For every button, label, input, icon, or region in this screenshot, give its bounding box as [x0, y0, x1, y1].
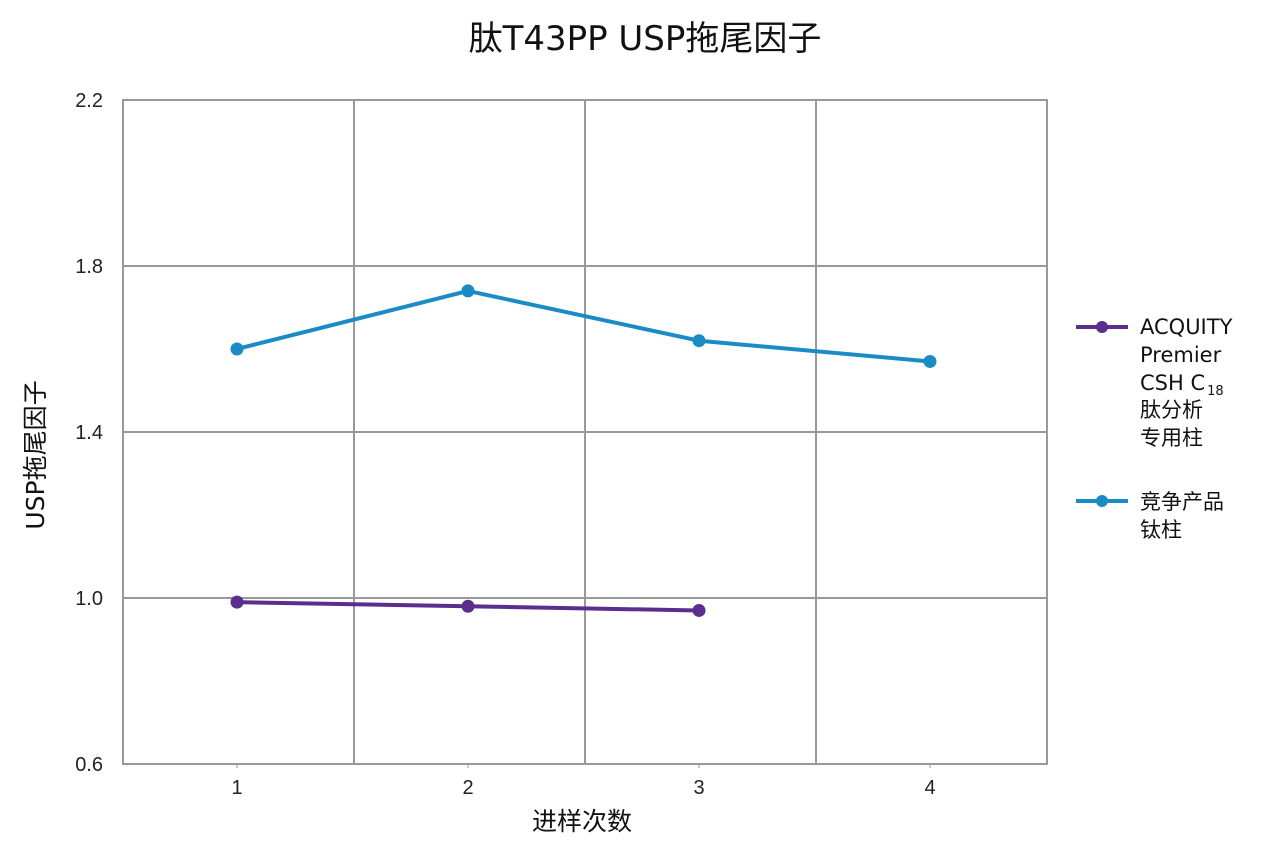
x-axis-label: 进样次数	[532, 807, 632, 836]
data-point	[692, 334, 706, 348]
x-tick-label: 3	[693, 777, 704, 799]
legend-text-acquity-subscript: 18	[1207, 384, 1224, 399]
series-1	[230, 284, 937, 368]
legend-text-competitor-line2: 钛柱	[1140, 518, 1182, 542]
y-tick-label: 1.8	[75, 256, 103, 278]
y-tick-label: 1.0	[75, 588, 103, 610]
y-tick-label: 1.4	[75, 422, 103, 444]
legend-text-acquity-csh: CSH C	[1140, 371, 1205, 395]
y-tick-label: 0.6	[75, 754, 103, 776]
legend-entry-acquity: ACQUITY Premier CSH C 18 肽分析 专用柱	[1076, 315, 1233, 450]
chart-legend: ACQUITY Premier CSH C 18 肽分析 专用柱 竞争产品 钛柱	[1076, 315, 1233, 542]
y-tick-label: 2.2	[75, 90, 103, 112]
series-0	[230, 595, 706, 617]
legend-marker-acquity	[1096, 321, 1108, 333]
plot-border	[122, 99, 1048, 765]
chart-title: 肽T43PP USP拖尾因子	[469, 19, 822, 59]
legend-text-acquity-line4: 肽分析	[1140, 398, 1203, 422]
data-point	[230, 595, 244, 609]
legend-text-acquity-line2: Premier	[1140, 343, 1222, 367]
legend-text-acquity-line1: ACQUITY	[1140, 315, 1233, 339]
legend-text-competitor-line1: 竞争产品	[1140, 490, 1224, 514]
series-layer	[230, 284, 937, 617]
chart-grid	[123, 100, 1047, 764]
y-axis-ticks: 0.6 1.0 1.4 1.8 2.2	[75, 90, 103, 776]
series-line	[235, 288, 932, 364]
x-tick-label: 1	[231, 777, 242, 799]
y-axis-label: USP拖尾因子	[21, 380, 50, 529]
data-point	[230, 342, 244, 356]
plot-area	[122, 99, 1048, 765]
data-point	[923, 354, 937, 368]
x-tick-label: 4	[924, 777, 935, 799]
legend-entry-competitor: 竞争产品 钛柱	[1076, 490, 1224, 542]
legend-text-acquity-line3: CSH C 18	[1140, 371, 1224, 399]
data-point	[461, 599, 475, 613]
data-point	[692, 603, 706, 617]
x-axis-ticks: 1 2 3 4	[231, 764, 936, 799]
legend-text-acquity-line5: 专用柱	[1140, 426, 1203, 450]
x-tick-label: 2	[462, 777, 473, 799]
data-point	[461, 284, 475, 298]
legend-marker-competitor	[1096, 495, 1108, 507]
